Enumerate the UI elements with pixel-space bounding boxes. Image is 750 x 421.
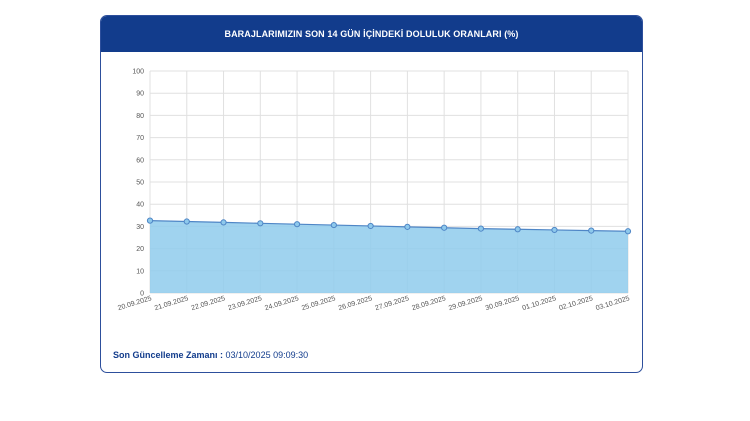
data-point[interactable] (514, 226, 521, 233)
x-tick-label: 20.09.2025 (117, 295, 153, 312)
x-tick-label: 29.09.2025 (448, 295, 484, 312)
data-point[interactable] (551, 226, 558, 234)
series-area (150, 220, 628, 293)
chart-card: BARAJLARIMIZIN SON 14 GÜN İÇİNDEKİ DOLUL… (100, 15, 643, 373)
last-update-label: Son Güncelleme Zamanı (113, 350, 218, 360)
data-point[interactable] (588, 227, 595, 234)
y-tick-label: 100 (132, 69, 144, 76)
y-tick-label: 10 (136, 268, 144, 275)
x-tick-label: 24.09.2025 (264, 295, 300, 312)
y-tick-label: 60 (136, 157, 144, 164)
data-point[interactable] (404, 223, 411, 230)
x-tick-label: 01.10.2025 (521, 295, 557, 312)
data-point[interactable] (257, 220, 264, 227)
data-point[interactable] (441, 224, 448, 231)
x-tick-label: 28.09.2025 (411, 295, 447, 312)
marker-layer (146, 217, 632, 235)
data-point[interactable] (293, 221, 301, 228)
y-axis-ticks: 0 10 20 30 40 50 60 70 80 90 100 (132, 69, 144, 298)
y-tick-label: 20 (136, 246, 144, 253)
data-point[interactable] (367, 222, 374, 230)
y-tick-label: 30 (136, 224, 144, 231)
data-point[interactable] (477, 225, 485, 232)
x-tick-label: 02.10.2025 (558, 295, 594, 312)
fill-rate-chart: 0 10 20 30 40 50 60 70 80 90 100 20.09.2025 21.09.2… (117, 69, 632, 312)
data-point[interactable] (183, 218, 190, 225)
x-tick-label: 23.09.2025 (227, 295, 263, 312)
last-update-value: 03/10/2025 09:09:30 (225, 350, 309, 360)
data-point[interactable] (146, 217, 154, 224)
y-tick-label: 80 (136, 113, 144, 120)
y-tick-label: 90 (136, 91, 144, 98)
x-tick-label: 03.10.2025 (595, 295, 631, 312)
x-tick-label: 26.09.2025 (338, 295, 374, 312)
y-tick-label: 40 (136, 202, 144, 209)
y-tick-label: 50 (136, 180, 144, 187)
card-header: BARAJLARIMIZIN SON 14 GÜN İÇİNDEKİ DOLUL… (101, 16, 642, 52)
chart-area: 0 10 20 30 40 50 60 70 80 90 100 20.09.2025 21.09.2… (101, 52, 642, 322)
x-tick-label: 21.09.2025 (154, 295, 190, 312)
x-tick-label: 25.09.2025 (301, 295, 337, 312)
data-point[interactable] (330, 221, 337, 229)
last-update-separator: : (217, 350, 226, 360)
series-line (149, 220, 629, 232)
y-tick-label: 70 (136, 135, 144, 142)
area-layer (149, 220, 629, 293)
x-tick-label: 30.09.2025 (485, 295, 521, 312)
x-tick-label: 27.09.2025 (374, 295, 410, 312)
chart-title: BARAJLARIMIZIN SON 14 GÜN İÇİNDEKİ DOLUL… (224, 29, 519, 39)
x-tick-label: 22.09.2025 (191, 295, 227, 312)
y-tick-label: 0 (140, 291, 144, 298)
data-point[interactable] (220, 219, 227, 226)
x-axis-ticks: 20.09.2025 21.09.2025 22.09.2025 23.09.2025… (117, 295, 631, 312)
last-update: Son Güncelleme Zamanı : 03/10/2025 09:09… (113, 350, 308, 360)
data-point[interactable] (624, 228, 632, 235)
